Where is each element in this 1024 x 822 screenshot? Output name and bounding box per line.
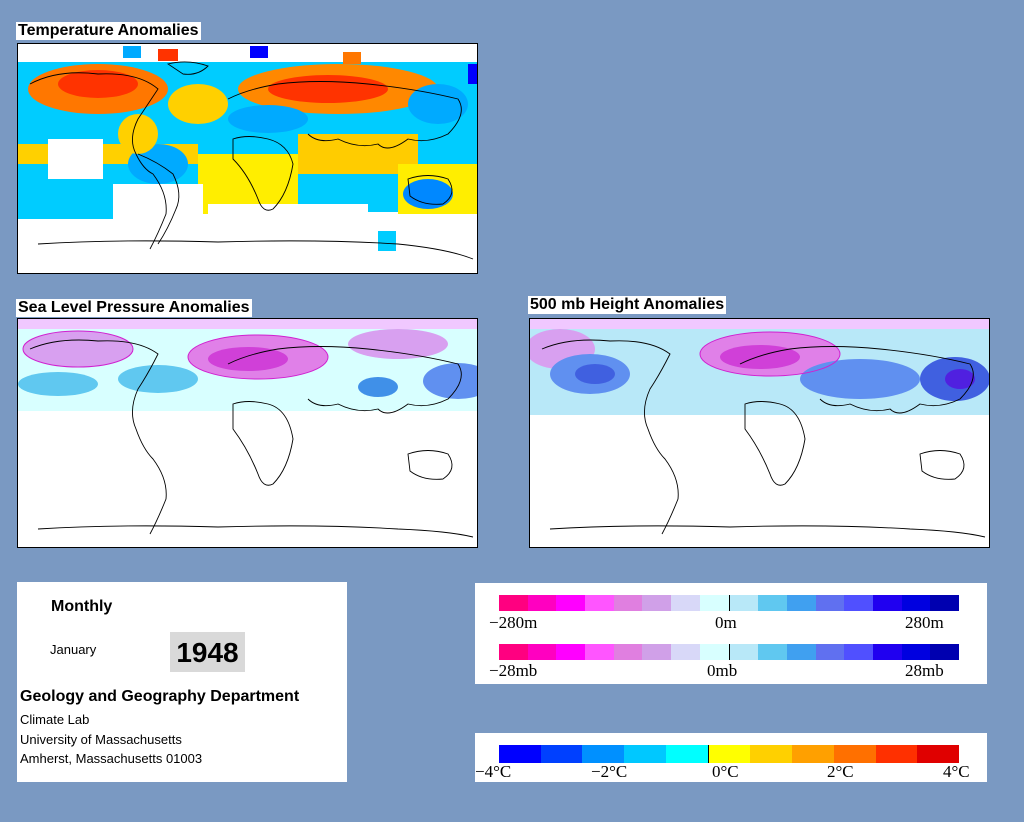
temp-label-neg4: −4°C: [475, 762, 512, 781]
colorbar-swatch: [540, 745, 583, 763]
colorbar-swatch: [815, 595, 845, 611]
colorbar-swatch: [556, 644, 586, 660]
colorbar-swatch: [527, 644, 557, 660]
department-name: Geology and Geography Department: [20, 688, 300, 705]
colorbar-swatch: [499, 745, 541, 763]
info-box: Monthly January 1948 Geology and Geograp…: [17, 582, 347, 782]
colorbar-swatch: [585, 644, 614, 660]
colorbar-swatch: [613, 595, 643, 611]
colorbar-swatch: [699, 595, 729, 611]
colorbar-swatch: [642, 595, 672, 611]
colorbar-swatch: [499, 595, 528, 611]
pressure-max-label: 28mb: [905, 661, 944, 680]
year-label: 1948: [170, 632, 245, 672]
colorbar-swatch: [750, 745, 793, 763]
colorbar-swatch: [527, 595, 557, 611]
pressure-mid-label: 0mb: [707, 661, 738, 680]
colorbar-swatch: [930, 595, 959, 611]
temp-label-2: 2°C: [827, 762, 854, 781]
colorbar-swatch: [671, 595, 700, 611]
slp-title: Sea Level Pressure Anomalies: [16, 299, 252, 317]
temperature-anomaly-map: [17, 43, 478, 274]
colorbar-swatch: [844, 595, 873, 611]
temp-label-neg2: −2°C: [591, 762, 628, 781]
colorbar-swatch: [613, 644, 643, 660]
colorbar-swatch: [833, 745, 876, 763]
colorbar-swatch: [872, 595, 902, 611]
colorbar-swatch: [901, 644, 931, 660]
height-min-label: −280m: [489, 613, 538, 632]
colorbar-swatch: [844, 644, 873, 660]
height500-anomaly-map: [529, 318, 990, 548]
temperature-title: Temperature Anomalies: [16, 22, 201, 40]
colorbar-swatch: [582, 745, 625, 763]
colorbar-swatch: [792, 745, 834, 763]
period-label: Monthly: [51, 598, 113, 615]
colorbar-swatch: [786, 644, 816, 660]
colorbar-swatch: [728, 644, 759, 660]
height-pressure-legend: −280m 0m 280m −28mb 0mb 28mb: [475, 583, 987, 684]
colorbar-swatch: [758, 595, 787, 611]
colorbar-swatch: [699, 644, 729, 660]
temp-label-4: 4°C: [943, 762, 970, 781]
temperature-colorbar: [499, 745, 960, 763]
temp-label-0: 0°C: [712, 762, 739, 781]
colorbar-swatch: [707, 745, 751, 763]
height500-title: 500 mb Height Anomalies: [528, 296, 727, 314]
colorbar-swatch: [786, 595, 816, 611]
temperature-legend: −4°C −2°C 0°C 2°C 4°C: [475, 733, 987, 782]
colorbar-swatch: [671, 644, 700, 660]
colorbar-swatch: [930, 644, 959, 660]
address: Amherst, Massachusetts 01003: [20, 751, 203, 766]
colorbar-swatch: [901, 595, 931, 611]
height-max-label: 280m: [905, 613, 944, 632]
colorbar-swatch: [624, 745, 666, 763]
colorbar-swatch: [872, 644, 902, 660]
pressure-colorbar: [499, 644, 959, 660]
colorbar-swatch: [728, 595, 759, 611]
height-mid-label: 0m: [715, 613, 737, 632]
pressure-min-label: −28mb: [489, 661, 538, 680]
height-colorbar: [499, 595, 959, 611]
colorbar-swatch: [585, 595, 614, 611]
colorbar-swatch: [499, 644, 528, 660]
university-name: University of Massachusetts: [20, 732, 182, 747]
colorbar-swatch: [665, 745, 708, 763]
colorbar-swatch: [815, 644, 845, 660]
slp-anomaly-map: [17, 318, 478, 548]
colorbar-swatch: [875, 745, 918, 763]
lab-name: Climate Lab: [20, 712, 90, 727]
month-label: January: [50, 642, 97, 657]
colorbar-swatch: [642, 644, 672, 660]
colorbar-swatch: [917, 745, 960, 763]
colorbar-swatch: [556, 595, 586, 611]
colorbar-swatch: [758, 644, 787, 660]
